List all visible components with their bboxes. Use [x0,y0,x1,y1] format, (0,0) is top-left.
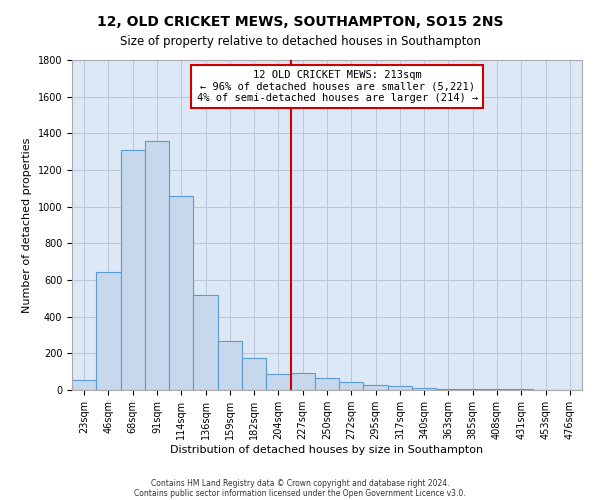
Bar [485,389,509,390]
Text: 12, OLD CRICKET MEWS, SOUTHAMPTON, SO15 2NS: 12, OLD CRICKET MEWS, SOUTHAMPTON, SO15 … [97,15,503,29]
Text: 12 OLD CRICKET MEWS: 213sqm
← 96% of detached houses are smaller (5,221)
4% of s: 12 OLD CRICKET MEWS: 213sqm ← 96% of det… [197,70,478,103]
Bar [121,150,145,390]
Y-axis label: Number of detached properties: Number of detached properties [22,138,32,312]
Bar [193,294,218,390]
Bar [412,388,436,390]
Bar [169,196,193,390]
Text: Contains HM Land Registry data © Crown copyright and database right 2024.: Contains HM Land Registry data © Crown c… [151,478,449,488]
Bar [290,372,315,390]
Bar [242,358,266,390]
Bar [315,378,339,390]
Bar [145,140,169,390]
Bar [96,272,121,390]
Text: Contains public sector information licensed under the Open Government Licence v3: Contains public sector information licen… [134,488,466,498]
Bar [266,374,290,390]
Bar [461,389,485,390]
Bar [339,382,364,390]
Bar [388,386,412,390]
Text: Size of property relative to detached houses in Southampton: Size of property relative to detached ho… [119,35,481,48]
Bar [436,388,461,390]
Bar [364,384,388,390]
Bar [72,380,96,390]
X-axis label: Distribution of detached houses by size in Southampton: Distribution of detached houses by size … [170,445,484,455]
Bar [218,342,242,390]
